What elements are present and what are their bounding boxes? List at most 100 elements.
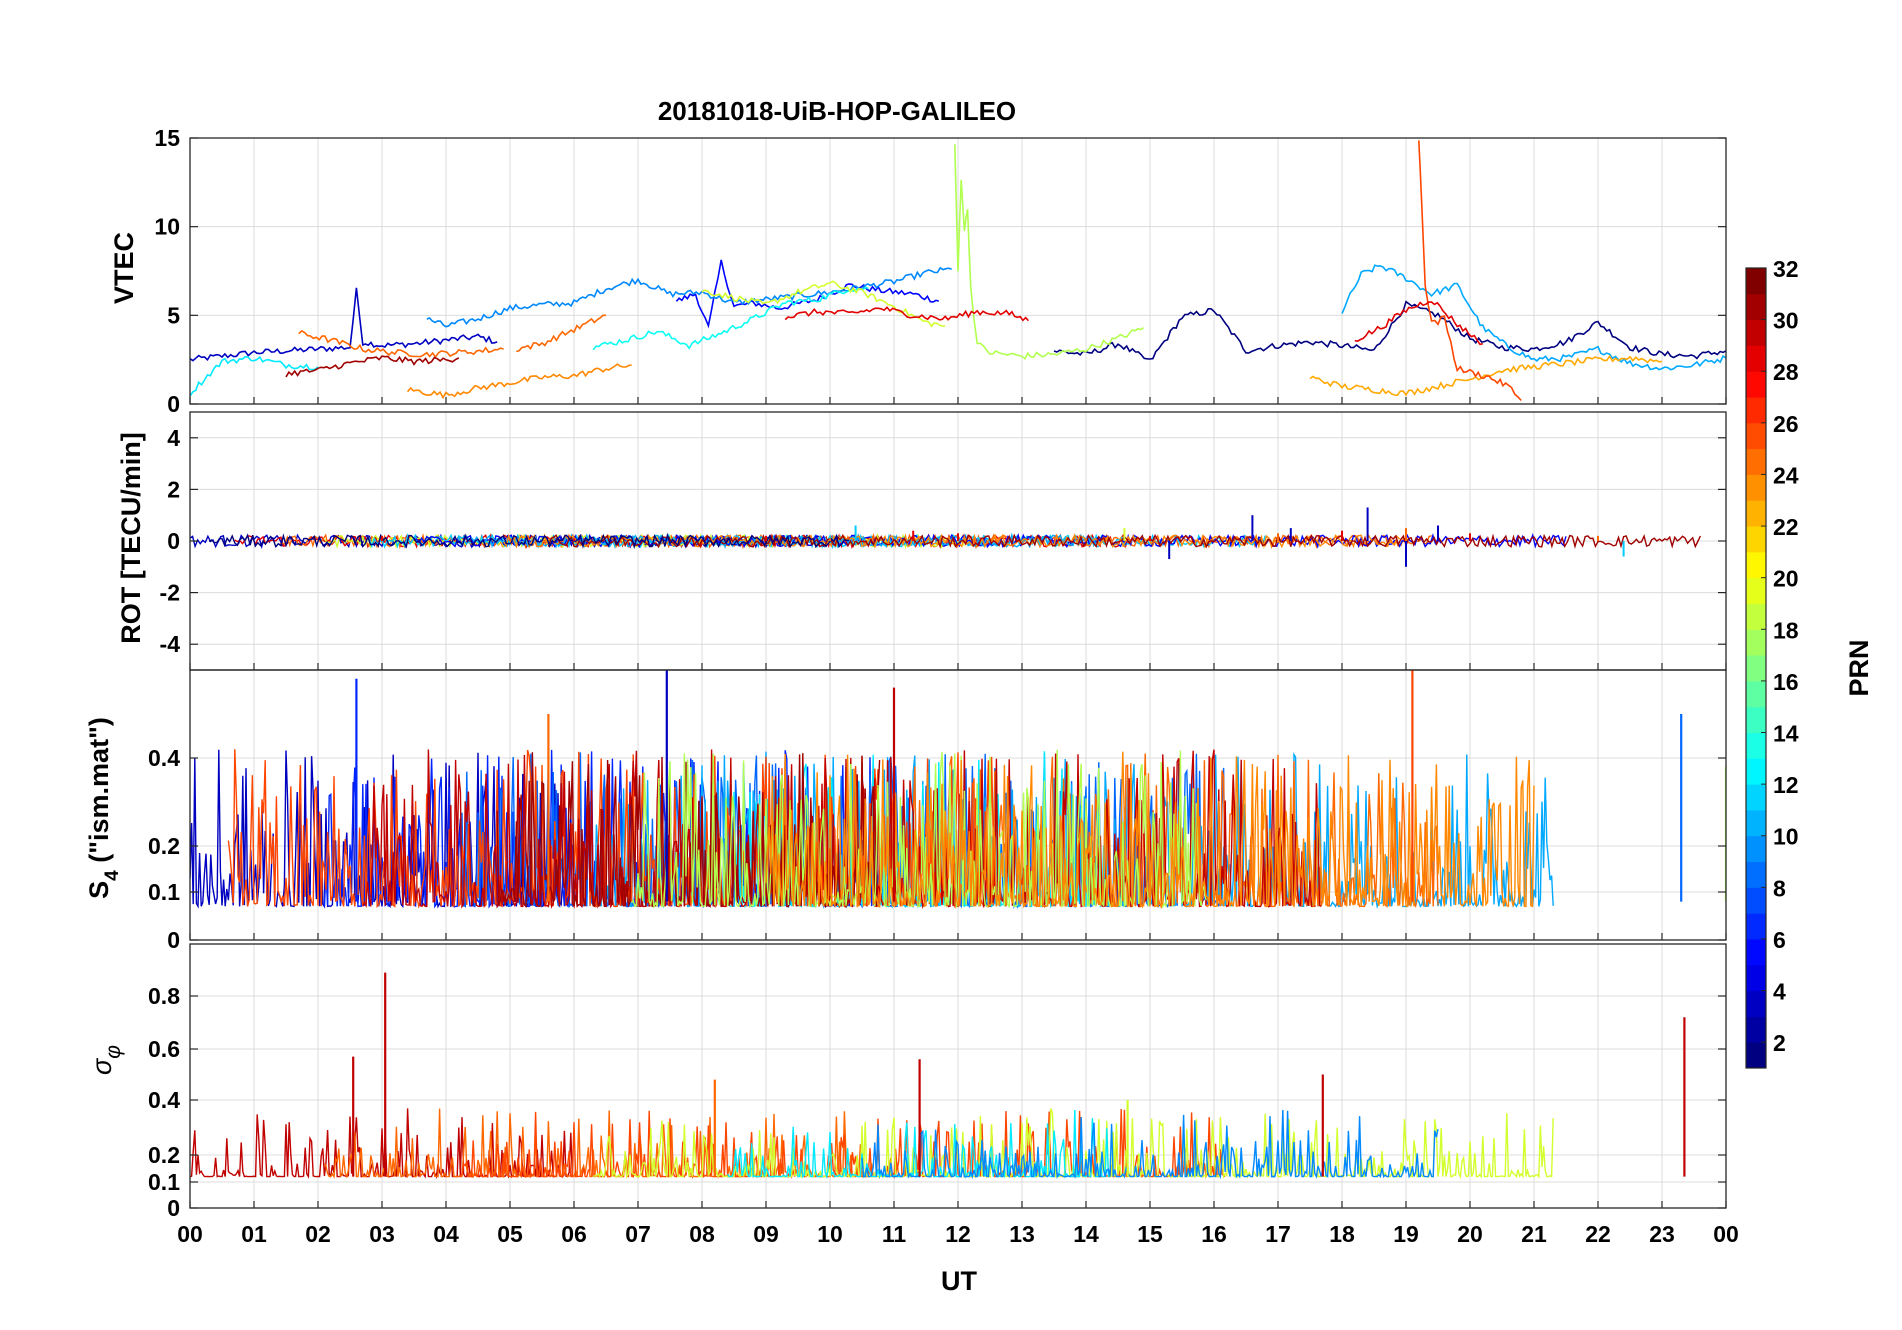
x-tick-label: 07 <box>625 1221 651 1247</box>
vtec-series-prn-23 <box>1309 354 1663 397</box>
colorbar-segment <box>1746 422 1766 450</box>
vtec-series-prn-13 <box>592 286 869 351</box>
x-tick-label: 16 <box>1201 1221 1227 1247</box>
colorbar-tick-label: 14 <box>1773 721 1799 747</box>
vtec-series-prn-24 <box>406 363 632 400</box>
y-tick-label: 5 <box>167 302 180 328</box>
s4-panel: 0 0.1 0.2 0.4 <box>148 669 1727 953</box>
x-tick-label: 09 <box>753 1221 779 1247</box>
colorbar-segment <box>1746 758 1766 785</box>
vtec-series-prn-9 <box>426 266 952 328</box>
rot-panel: -4 -2 0 2 4 <box>160 411 1727 671</box>
vtec-series-prn-19 <box>701 280 946 328</box>
rot-series-prn-1 <box>208 532 850 550</box>
colorbar-tick-label: 8 <box>1773 875 1786 901</box>
colorbar-tick-label: 30 <box>1773 308 1799 334</box>
s4-series-prn-24 <box>765 751 1535 909</box>
colorbar-segment <box>1746 319 1766 346</box>
vtec-series-prn-18 <box>954 144 1145 360</box>
x-tick-label: 17 <box>1265 1221 1291 1247</box>
colorbar-tick-label: 2 <box>1773 1030 1786 1056</box>
colorbar-segment <box>1746 1016 1766 1043</box>
colorbar-segment <box>1746 809 1766 837</box>
series-group <box>190 507 1702 567</box>
x-tick-label: 22 <box>1585 1221 1611 1247</box>
colorbar-segment <box>1746 293 1766 321</box>
colorbar-segment <box>1746 603 1766 630</box>
y-tick-label: 0.8 <box>148 983 180 1009</box>
vtec-series-prn-1 <box>1053 300 1726 360</box>
colorbar-segment <box>1746 861 1766 888</box>
colorbar-segment <box>1746 784 1766 811</box>
vtec-series-prn-5 <box>675 259 939 329</box>
colorbar-tick-label: 32 <box>1773 256 1799 282</box>
colorbar-segment <box>1746 629 1766 656</box>
colorbar-segment <box>1746 371 1766 398</box>
series-group <box>190 972 1686 1180</box>
colorbar-segment <box>1746 345 1766 372</box>
x-tick-label: 04 <box>433 1221 459 1247</box>
colorbar-label: PRN <box>1844 639 1874 696</box>
colorbar-segment <box>1746 448 1766 475</box>
rot-ylabel: ROT [TECU/min] <box>116 432 146 643</box>
y-tick-label: 0 <box>167 391 180 417</box>
series-group <box>190 670 1726 910</box>
colorbar-segment <box>1746 268 1766 295</box>
colorbar-segment <box>1746 964 1766 992</box>
x-tick-label: 21 <box>1521 1221 1547 1247</box>
colorbar-segment <box>1746 835 1766 863</box>
colorbar-tick-label: 4 <box>1773 979 1786 1005</box>
x-tick-label: 10 <box>817 1221 843 1247</box>
y-tick-label: 4 <box>167 425 180 451</box>
y-tick-label: 0.6 <box>148 1036 180 1062</box>
x-tick-label: 11 <box>882 1221 907 1247</box>
chart-title: 20181018-UiB-HOP-GALILEO <box>658 96 1016 126</box>
y-tick-label: -2 <box>160 580 180 606</box>
colorbar-frame <box>1745 267 1767 1069</box>
colorbar-tick-label: 10 <box>1773 824 1799 850</box>
x-tick-label: 15 <box>1137 1221 1163 1247</box>
vtec-series-prn-29 <box>1354 301 1483 346</box>
colorbar-segment <box>1746 577 1766 604</box>
colorbar-segment <box>1746 474 1766 501</box>
colorbar-segment <box>1746 551 1766 579</box>
vtec-ylabel: VTEC <box>109 232 139 304</box>
sigma-phi-ylabel: σφ <box>87 1045 125 1075</box>
x-tick-label: 03 <box>369 1221 395 1247</box>
vtec-series-prn-26 <box>1418 140 1522 402</box>
colorbar-tick-label: 22 <box>1773 514 1799 540</box>
vtec-series-prn-25 <box>516 314 606 353</box>
vtec-series-prn-25 <box>298 329 504 359</box>
s4-series-prn-18 <box>631 749 1207 909</box>
x-tick-label: 05 <box>497 1221 523 1247</box>
y-tick-label: 2 <box>167 476 180 502</box>
y-tick-label: 10 <box>154 214 180 240</box>
colorbar-segment <box>1746 526 1766 553</box>
y-tick-label: 0.1 <box>148 1169 180 1195</box>
colorbar-tick-label: 18 <box>1773 617 1799 643</box>
x-tick-label: 02 <box>305 1221 331 1247</box>
vtec-series-prn-29 <box>784 306 1029 322</box>
sigma-phi-panel: 00.10.2 0.4 0.6 0.8 00 01 02 03 04 05 06 07 08 09 10 11… <box>148 943 1739 1247</box>
colorbar-tick-label: 16 <box>1773 669 1799 695</box>
colorbar-segment <box>1746 706 1766 734</box>
y-tick-label: 0 <box>167 1195 180 1221</box>
y-axis-labels: VTEC ROT [TECU/min] S4 ("ism.mat") σφ <box>84 232 146 1075</box>
colorbar-tick-label: 24 <box>1773 462 1799 488</box>
y-tick-label: 0 <box>167 528 180 554</box>
y-tick-label: 0.2 <box>148 1142 180 1168</box>
y-tick-label: 15 <box>154 125 180 151</box>
y-tick-label: 0.1 <box>148 879 180 905</box>
colorbar-segment <box>1746 1042 1766 1069</box>
vtec-series-prn-12 <box>190 355 319 397</box>
colorbar-tick-label: 20 <box>1773 566 1799 592</box>
y-tick-label: 0.4 <box>148 1087 180 1113</box>
colorbar-segment <box>1746 887 1766 914</box>
sigma-phi-series-prn-9 <box>861 1109 1439 1180</box>
s4-ylabel: S4 ("ism.mat") <box>84 717 123 899</box>
vtec-series-prn-31 <box>285 355 460 378</box>
colorbar-segment <box>1746 655 1766 682</box>
colorbar-segment <box>1746 990 1766 1017</box>
